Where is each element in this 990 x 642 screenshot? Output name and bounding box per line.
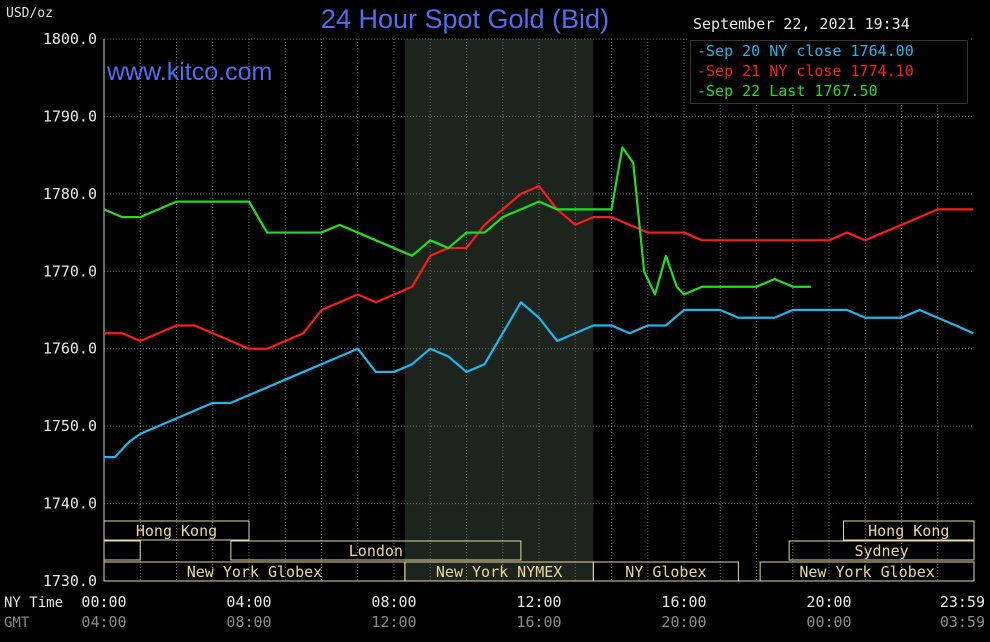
y-tick-label: 1730.0 [43,572,97,590]
series-line-sep-21 [104,185,974,350]
x-tick-label-gmt: 03:59 [940,613,985,631]
shaded-region [404,39,594,581]
x-tick-label-ny: 08:00 [371,593,416,611]
session-box [230,540,522,561]
legend: September 22, 2021 19:34 -Sep 20 NY clos… [687,14,971,104]
session-label: New York Globex [799,563,934,581]
session-label: NY Globex [625,563,706,581]
x-tick-label-ny: 04:00 [226,593,271,611]
unit-label: USD/oz [6,6,53,21]
x-tick-label-gmt: 08:00 [226,613,271,631]
x-tick-label-ny: 00:00 [81,593,126,611]
legend-line-marker: - [697,82,707,100]
x-tick-label-ny: 20:00 [806,593,851,611]
y-tick-label: 1750.0 [43,417,97,435]
x-axis-title-ny: NY Time [4,595,63,611]
x-tick-label-gmt: 20:00 [661,613,706,631]
legend-label: Sep 20 NY close 1764.00 [706,42,914,60]
session-box [843,520,975,541]
x-tick-label-ny: 16:00 [661,593,706,611]
y-tick-label: 1800.0 [43,30,97,48]
x-tick-label-gmt: 16:00 [516,613,561,631]
session-box [788,540,975,561]
site-url: www.kitco.com [107,58,273,86]
session-box [103,540,141,561]
session-label: Sydney [854,542,908,560]
x-tick-label-ny: 23:59 [940,593,985,611]
y-tick-label: 1740.0 [43,495,97,513]
session-label: Hong Kong [136,522,217,540]
legend-item-sep22: -Sep 22 Last 1767.50 [691,81,967,101]
session-box [759,561,975,582]
x-axis-title-gmt: GMT [4,615,30,631]
x-tick-label-ny: 12:00 [516,593,561,611]
session-label: New York Globex [187,563,322,581]
x-tick-label-gmt: 12:00 [371,613,416,631]
legend-label: Sep 21 NY close 1774.10 [706,62,914,80]
session-box [592,561,739,582]
series-line-sep-22 [103,146,811,296]
legend-box: -Sep 20 NY close 1764.00 -Sep 21 NY clos… [690,40,968,104]
y-tick-label: 1770.0 [43,262,97,280]
session-label: New York NYMEX [436,563,562,581]
x-tick-label-gmt: 04:00 [81,613,126,631]
legend-item-sep20: -Sep 20 NY close 1764.00 [691,41,967,61]
chart-title: 24 Hour Spot Gold (Bid) [320,4,610,34]
series-line-sep-20 [104,301,974,459]
x-tick-label-gmt: 00:00 [806,613,851,631]
session-label: Hong Kong [868,522,949,540]
legend-line-marker: - [697,42,707,60]
legend-date: September 22, 2021 19:34 [693,15,910,33]
legend-label: Sep 22 Last 1767.50 [706,82,878,100]
y-tick-label: 1790.0 [43,107,97,125]
legend-line-marker: - [697,62,707,80]
session-label: London [349,542,403,560]
y-tick-label: 1760.0 [43,340,97,358]
y-tick-label: 1780.0 [43,185,97,203]
session-box [103,520,250,541]
legend-item-sep21: -Sep 21 NY close 1774.10 [691,61,967,81]
